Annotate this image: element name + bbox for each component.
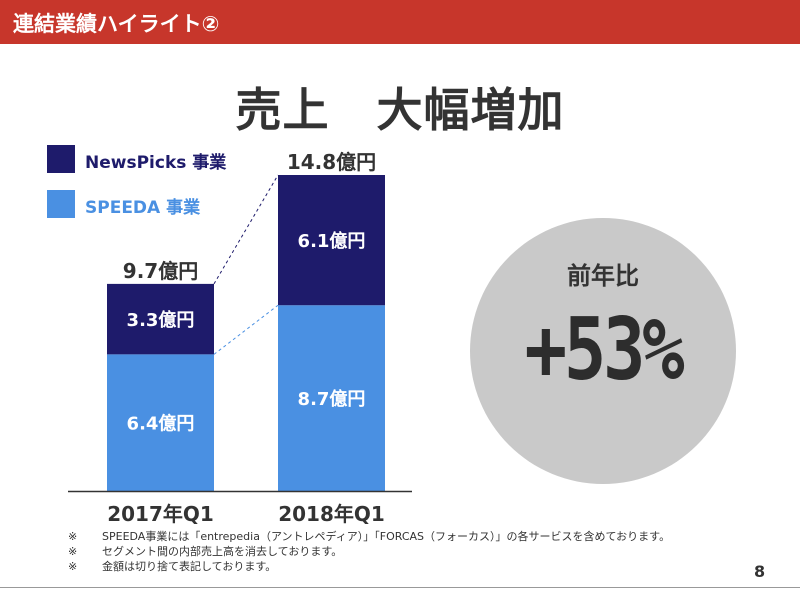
footer-divider <box>0 587 800 588</box>
category-label: 2018年Q1 <box>278 502 385 526</box>
legend-label-speeda: SPEEDA 事業 <box>85 198 201 218</box>
bar-segment <box>278 175 385 306</box>
bar-segment <box>107 354 214 491</box>
footnote: ※ 金額は切り捨て表記しております。 <box>68 559 670 574</box>
yoy-label: 前年比 <box>567 262 639 290</box>
legend-swatch-speeda <box>47 190 75 218</box>
segment-label: 3.3億円 <box>127 309 195 331</box>
total-label: 14.8億円 <box>287 150 376 174</box>
segment-label: 6.4億円 <box>127 413 195 435</box>
footnote-mark: ※ <box>68 560 78 573</box>
legend-swatch-newspicks <box>47 145 75 173</box>
footnote-mark: ※ <box>68 530 78 543</box>
connector-line <box>213 174 279 285</box>
footnote: ※ SPEEDA事業には「entrepedia（アントレペディア）」「FORCAS… <box>68 529 670 544</box>
segment-label: 8.7億円 <box>298 388 366 410</box>
bar-segment <box>107 283 214 355</box>
page-number: 8 <box>754 562 766 581</box>
footnotes: ※ SPEEDA事業には「entrepedia（アントレペディア）」「FORCAS… <box>68 529 670 574</box>
header-title: 連結業績ハイライト② <box>13 12 220 36</box>
legend-label-newspicks: NewsPicks 事業 <box>85 153 227 173</box>
header-bar: 連結業績ハイライト② <box>0 0 800 44</box>
footnote-text: 金額は切り捨て表記しております。 <box>102 560 277 573</box>
connector-line <box>213 304 279 355</box>
yoy-value: +53% <box>524 300 685 400</box>
footnote-text: セグメント間の内部売上高を消去しております。 <box>102 545 343 558</box>
yoy-circle: 前年比 +53% <box>470 218 736 484</box>
footnote-mark: ※ <box>68 545 78 558</box>
segment-label: 6.1億円 <box>298 230 366 252</box>
category-label: 2017年Q1 <box>107 502 214 526</box>
footnote-text: SPEEDA事業には「entrepedia（アントレペディア）」「FORCAS（… <box>102 530 671 543</box>
total-label: 9.7億円 <box>123 259 198 283</box>
page-headline: 売上 大幅増加 <box>235 83 565 137</box>
footnote: ※ セグメント間の内部売上高を消去しております。 <box>68 544 670 559</box>
bar-segment <box>278 305 385 491</box>
